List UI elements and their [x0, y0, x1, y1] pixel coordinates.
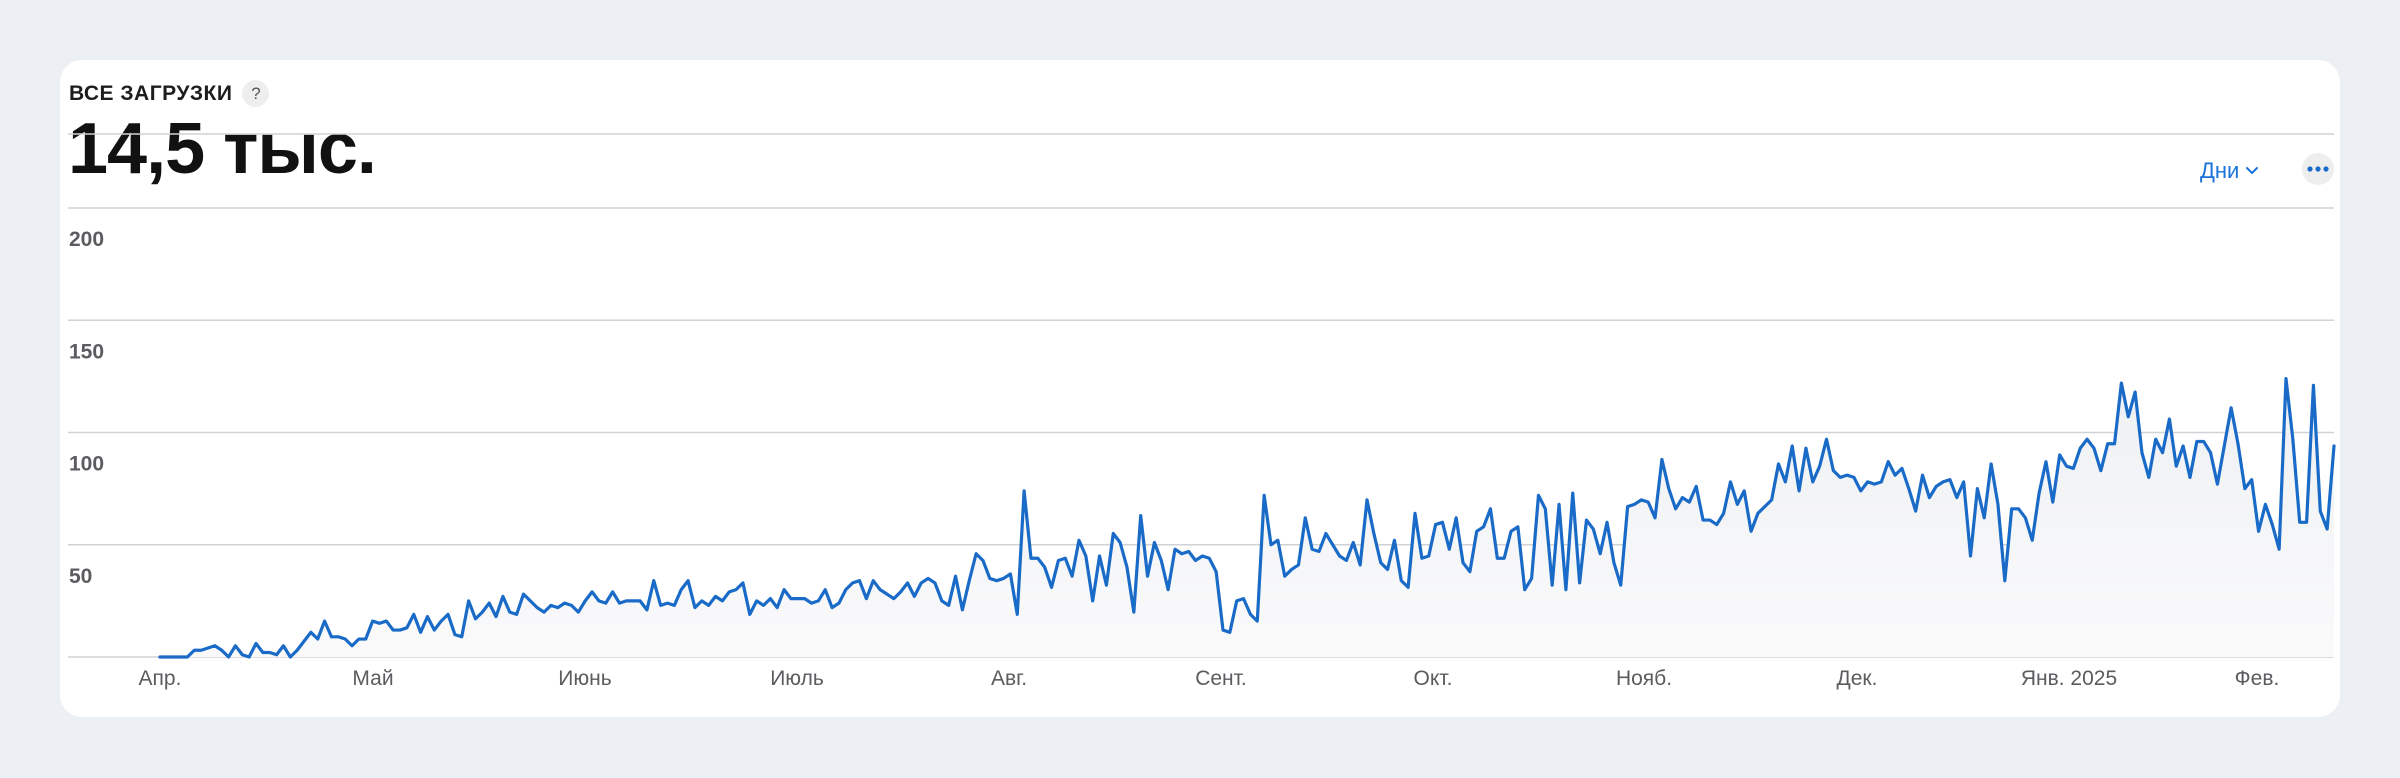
period-dropdown[interactable]: Дни — [2200, 158, 2259, 184]
downloads-chart: 50 100 150 200 Апр. Май Июнь Июль Авг. Сент. Окт. Н… — [68, 133, 2336, 690]
y-tick-label: 200 — [69, 228, 104, 251]
chart-title: ВСЕ ЗАГРУЗКИ — [69, 81, 233, 105]
downloads-card: ВСЕ ЗАГРУЗКИ ? 14,5 тыс. Дни 50 100 150 200… — [60, 60, 2340, 717]
y-tick-label: 100 — [69, 453, 104, 476]
x-tick-label: Май — [352, 667, 393, 690]
x-tick-label: Июнь — [558, 667, 611, 690]
x-tick-label: Дек. — [1837, 667, 1878, 690]
data-points — [159, 378, 2335, 658]
series-area — [160, 378, 2334, 657]
x-tick-label: Окт. — [1414, 667, 1453, 690]
x-tick-label: Фев. — [2235, 667, 2280, 690]
y-tick-label: 150 — [69, 340, 104, 363]
more-button[interactable] — [2302, 153, 2334, 185]
series-line — [158, 377, 2336, 659]
x-tick-label: Апр. — [139, 667, 182, 690]
chevron-down-icon — [2246, 167, 2259, 174]
y-tick-label: 50 — [69, 565, 92, 588]
help-icon[interactable]: ? — [242, 80, 270, 107]
period-label: Дни — [2200, 158, 2240, 183]
more-icon — [2307, 166, 2329, 172]
x-tick-label: Сент. — [1195, 667, 1247, 690]
total-downloads: 14,5 тыс. — [68, 109, 377, 189]
x-tick-label: Июль — [770, 667, 824, 690]
x-tick-label: Янв. 2025 — [2021, 667, 2117, 690]
x-tick-label: Авг. — [991, 667, 1027, 690]
x-tick-label: Нояб. — [1616, 667, 1672, 690]
title-row: ВСЕ ЗАГРУЗКИ ? — [69, 80, 270, 107]
